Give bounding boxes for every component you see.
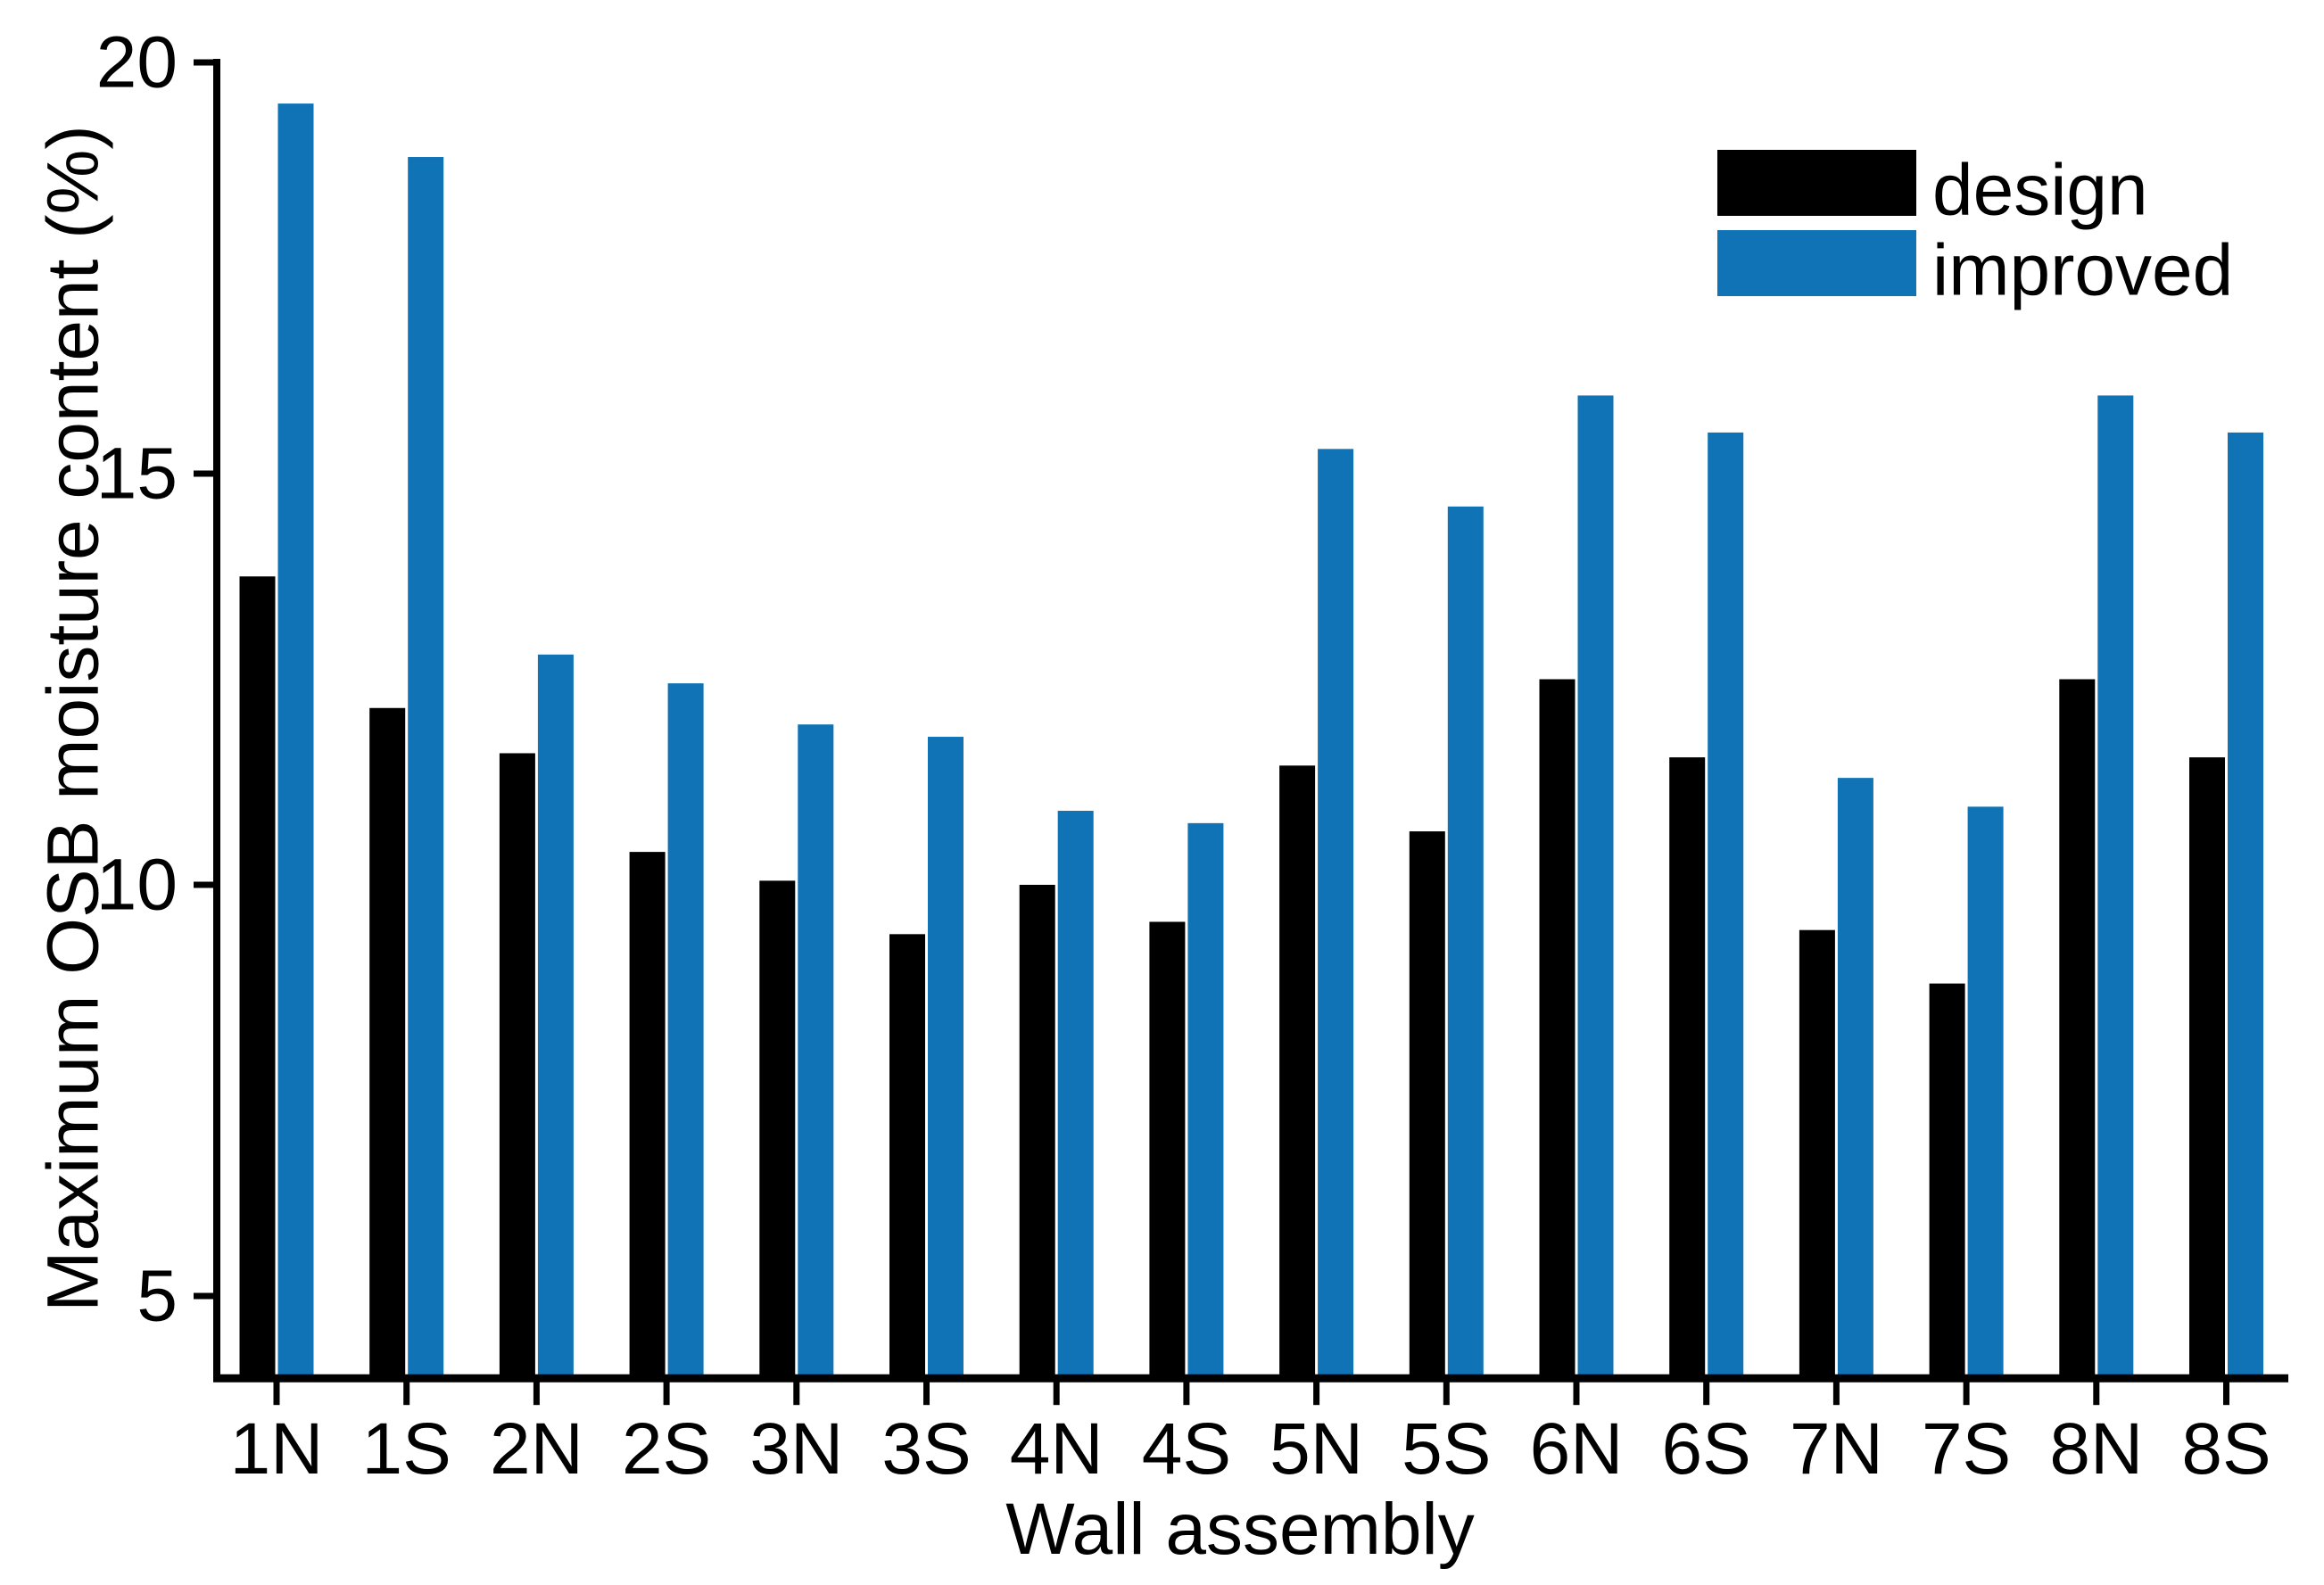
x-tick-label-4N: 4N — [1010, 1408, 1104, 1490]
bar-improved-1N — [277, 103, 314, 1379]
bar-design-6S — [1669, 757, 1706, 1379]
bar-improved-2N — [537, 654, 574, 1379]
x-tick-label-6S: 6S — [1662, 1408, 1751, 1490]
x-tick-label-1S: 1S — [362, 1408, 451, 1490]
x-tick-label-8S: 8S — [2181, 1408, 2270, 1490]
bar-improved-7S — [1967, 806, 2004, 1379]
x-tick-label-8N: 8N — [2049, 1408, 2143, 1490]
bar-improved-6N — [1577, 395, 1614, 1379]
bar-improved-4S — [1187, 822, 1224, 1379]
legend-swatch-design — [1717, 150, 1916, 216]
x-tick-label-5N: 5N — [1270, 1408, 1363, 1490]
bar-design-1N — [239, 576, 276, 1379]
bar-improved-5S — [1447, 506, 1484, 1379]
bar-design-3S — [889, 934, 925, 1379]
bar-improved-3S — [928, 737, 964, 1379]
bar-design-5S — [1409, 831, 1445, 1379]
x-tick-label-4S: 4S — [1142, 1408, 1231, 1490]
x-tick-label-7S: 7S — [1922, 1408, 2011, 1490]
legend-label-design: design — [1932, 150, 2148, 231]
bar-improved-3N — [798, 724, 834, 1379]
bar-improved-2S — [667, 683, 704, 1379]
x-tick-label-7N: 7N — [1790, 1408, 1883, 1490]
bar-improved-1S — [408, 157, 444, 1379]
x-tick-label-2S: 2S — [622, 1408, 711, 1490]
bar-design-7N — [1799, 929, 1835, 1379]
bar-design-8S — [2189, 757, 2225, 1379]
bar-design-1S — [369, 707, 406, 1379]
bar-improved-7N — [1837, 778, 1873, 1379]
bar-improved-5N — [1318, 449, 1354, 1379]
y-tick-label-10: 10 — [96, 845, 178, 926]
y-tick-label-20: 20 — [96, 22, 178, 103]
bar-design-7S — [1929, 983, 1965, 1379]
y-axis-title: Maximum OSB moisture content (%) — [33, 125, 114, 1312]
bar-design-4N — [1019, 885, 1055, 1379]
y-tick-label-15: 15 — [96, 433, 178, 515]
bar-design-6N — [1539, 679, 1576, 1379]
bar-design-2S — [629, 852, 666, 1379]
x-tick-label-6N: 6N — [1530, 1408, 1624, 1490]
x-tick-label-1N: 1N — [230, 1408, 324, 1490]
bar-design-8N — [2059, 679, 2096, 1379]
bar-improved-6S — [1708, 432, 1744, 1379]
x-tick-label-5S: 5S — [1402, 1408, 1491, 1490]
x-tick-label-3S: 3S — [881, 1408, 971, 1490]
legend-label-improved: improved — [1932, 230, 2233, 311]
x-tick-label-2N: 2N — [490, 1408, 583, 1490]
x-axis-title: Wall assembly — [1005, 1489, 1475, 1570]
bar-design-2N — [499, 753, 535, 1379]
x-tick-label-3N: 3N — [749, 1408, 843, 1490]
bar-improved-8N — [2097, 395, 2134, 1379]
bar-improved-8S — [2228, 432, 2263, 1379]
bar-design-4S — [1149, 921, 1186, 1379]
bar-improved-4N — [1057, 811, 1094, 1379]
bar-design-5N — [1279, 765, 1316, 1379]
y-tick-label-5: 5 — [136, 1256, 178, 1337]
legend-swatch-improved — [1717, 230, 1916, 296]
bar-design-3N — [759, 880, 796, 1379]
